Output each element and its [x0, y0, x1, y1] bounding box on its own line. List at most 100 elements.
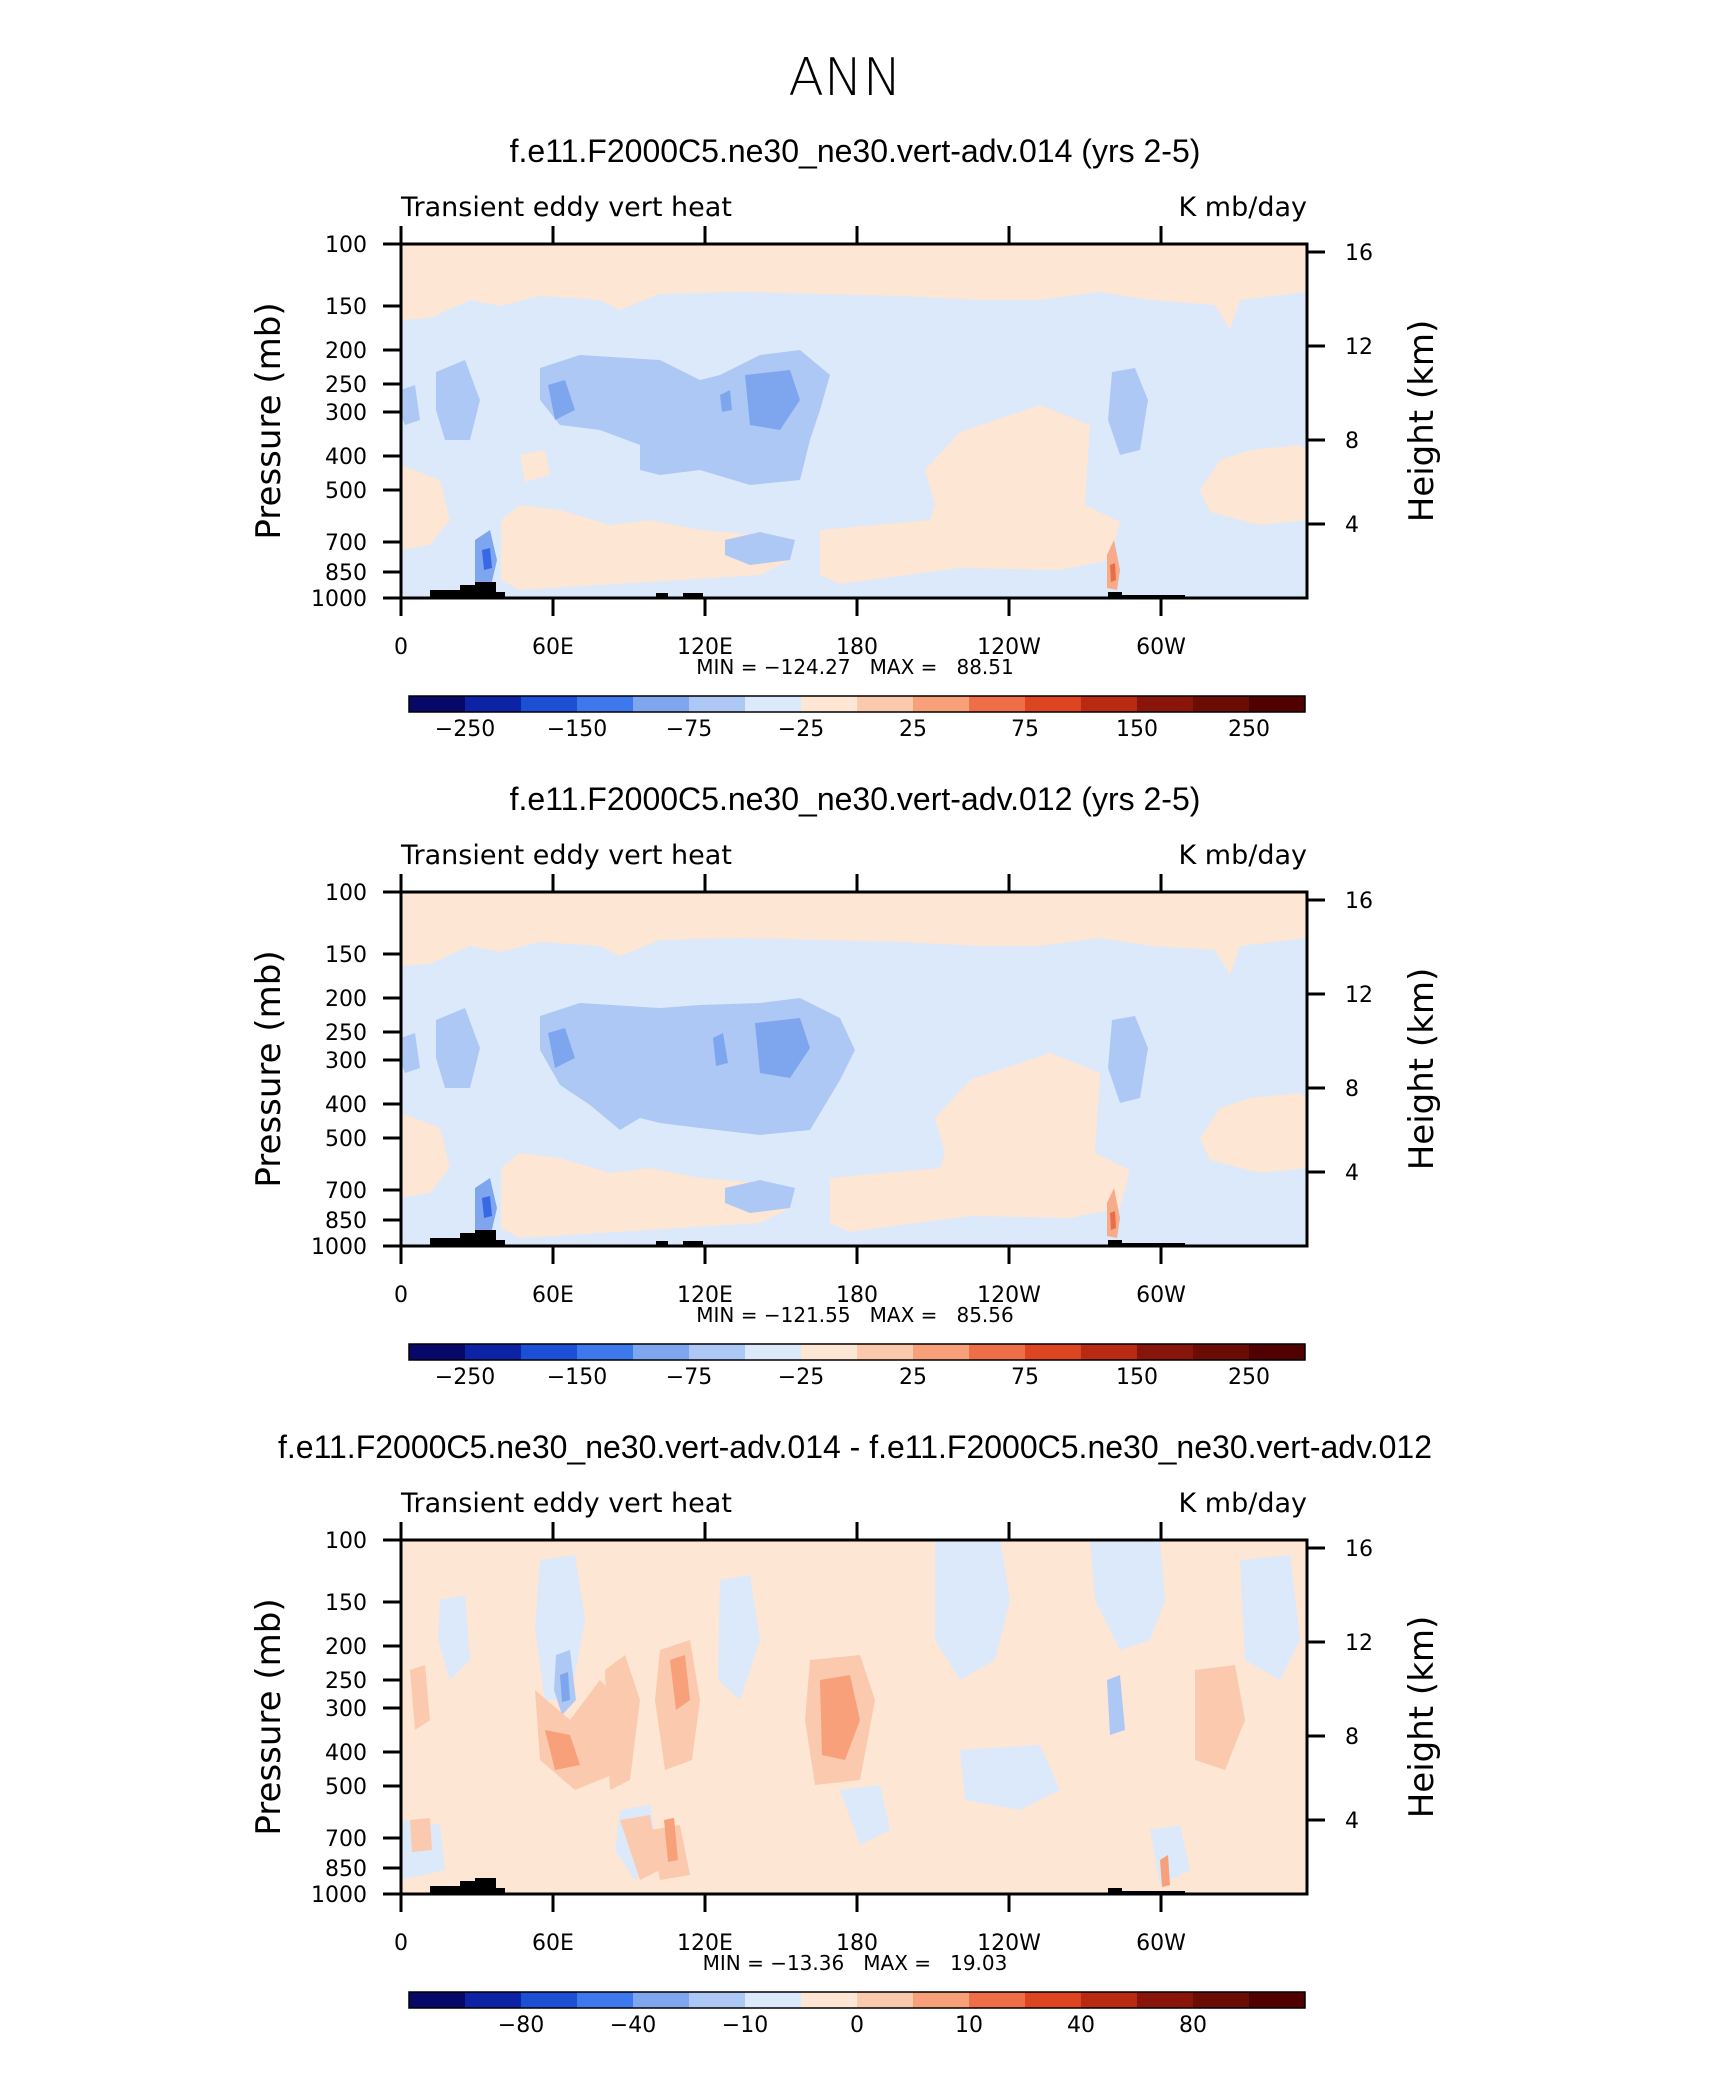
panel-2-colorbar-swatch-8: [857, 1344, 913, 1360]
panel-2-ytick-500: 500: [325, 1127, 367, 1152]
panel-3-warm-patch-6: [410, 1665, 430, 1730]
panel-2-cool-core-2: [755, 1018, 810, 1078]
panel-1-warm-mid-left: [401, 465, 450, 550]
panel-1: f.e11.F2000C5.ne30_ne30.vert-adv.014 (yr…: [249, 133, 1442, 742]
panel-1-colorbar-swatch-15: [1249, 696, 1305, 712]
panel-1-colorbar-swatch-11: [1025, 696, 1081, 712]
panel-1-yrtick-4: 4: [1345, 513, 1359, 538]
panel-3-colorbar-swatch-2: [521, 1992, 577, 2008]
panel-1-right-label: K mb/day: [1179, 192, 1308, 223]
panel-2-warm-lower-west: [501, 1153, 790, 1238]
panel-3-colorbar-outline: [408, 1991, 1306, 2009]
panel-1-y-ticks: [383, 242, 1325, 600]
panel-2-colorbar-swatch-15: [1249, 1344, 1305, 1360]
panel-1-title: f.e11.F2000C5.ne30_ne30.vert-adv.014 (yr…: [510, 133, 1201, 169]
panel-1-yrtick-8: 8: [1345, 429, 1359, 454]
panel-3-title: f.e11.F2000C5.ne30_ne30.vert-adv.014 - f…: [278, 1429, 1432, 1465]
panel-3-topography: [430, 1878, 1185, 1894]
panel-2-cbar-label-4: 25: [899, 1365, 927, 1390]
panel-3-yrtick-8: 8: [1345, 1725, 1359, 1750]
panel-3-yrtick-12: 12: [1345, 1631, 1373, 1656]
panel-1-cbar-label-1: −150: [547, 717, 607, 742]
panel-3-frame: [399, 1538, 1309, 1896]
panel-1-colorbar-swatch-1: [465, 696, 521, 712]
panel-3-xtick-5: 60W: [1136, 1931, 1186, 1956]
panel-2-xtick-0: 0: [394, 1283, 408, 1308]
panel-3-cbar-label-1: −40: [610, 2013, 656, 2038]
panel-1-colorbar-swatch-10: [969, 696, 1025, 712]
panel-3-cool-patch-3: [535, 1555, 585, 1700]
panel-2-colorbar-swatch-1: [465, 1344, 521, 1360]
panel-2-colorbar-swatch-13: [1137, 1344, 1193, 1360]
panel-2-colorbar-outline: [408, 1343, 1306, 1361]
panel-3-warm-core-4: [670, 1655, 690, 1710]
panel-2-x-ticks: [399, 874, 1163, 1264]
panel-1-ytick-250: 250: [325, 373, 367, 398]
panel-1-field: [401, 244, 1307, 598]
panel-2-cbar-label-7: 250: [1228, 1365, 1270, 1390]
panel-2-colorbar-swatch-11: [1025, 1344, 1081, 1360]
panel-2-cool-lobe-60w: [1108, 1016, 1148, 1103]
panel-1-ytick-200: 200: [325, 339, 367, 364]
panel-3-colorbar-swatch-5: [689, 1992, 745, 2008]
panel-2-colorbar-swatch-2: [521, 1344, 577, 1360]
panel-3-xtick-4: 120W: [977, 1931, 1041, 1956]
panel-1-ylabel-right: Height (km): [1402, 320, 1442, 523]
panel-3-warm-core-3: [664, 1818, 678, 1862]
panel-2-cool-lobe-left: [436, 1008, 480, 1088]
panel-2-cool-tower-core: [482, 1196, 492, 1218]
panel-1-left-label: Transient eddy vert heat: [400, 192, 732, 223]
panel-2-colorbar-swatch-7: [801, 1344, 857, 1360]
panel-1-ytick-100: 100: [325, 233, 367, 258]
panel-3-ytick-850: 850: [325, 1857, 367, 1882]
panel-3-ylabel-right: Height (km): [1402, 1616, 1442, 1819]
panel-1-xtick-4: 120W: [977, 635, 1041, 660]
panel-2-yrtick-12: 12: [1345, 983, 1373, 1008]
panel-2-cbar-label-5: 75: [1011, 1365, 1039, 1390]
panel-1-warm-lower-west: [501, 505, 790, 590]
panel-2-colorbar-swatch-14: [1193, 1344, 1249, 1360]
panel-2-colorbar-swatch-3: [577, 1344, 633, 1360]
panel-1-ytick-150: 150: [325, 295, 367, 320]
panel-2-cool-core-1: [548, 1028, 575, 1068]
panel-1-ytick-700: 700: [325, 531, 367, 556]
panel-2-cool-lobe-west-edge: [401, 1033, 420, 1073]
panel-2-colorbar-swatch-4: [633, 1344, 689, 1360]
panel-1-cool-core-3: [720, 390, 732, 412]
panel-3-warm-patch-2: [605, 1655, 640, 1790]
panel-1-cbar-label-2: −75: [666, 717, 712, 742]
panel-3-cbar-label-2: −10: [722, 2013, 768, 2038]
panel-2-yrtick-16: 16: [1345, 889, 1373, 914]
panel-3-yrtick-4: 4: [1345, 1809, 1359, 1834]
panel-3-warm-patch-9: [410, 1818, 432, 1852]
panel-2-colorbar-swatch-6: [745, 1344, 801, 1360]
panel-1-yrtick-12: 12: [1345, 335, 1373, 360]
panel-3-warm-patch-7: [620, 1815, 660, 1880]
panel-1-colorbar-outline: [408, 695, 1306, 713]
panel-2-colorbar-swatch-5: [689, 1344, 745, 1360]
panel-3-colorbar-swatch-7: [801, 1992, 857, 2008]
panel-3-ytick-1000: 1000: [311, 1883, 367, 1908]
panel-1-cool-lobe-60w: [1108, 368, 1148, 455]
panel-2-ytick-1000: 1000: [311, 1235, 367, 1260]
panel-2-ytick-150: 150: [325, 943, 367, 968]
panel-3-yrtick-16: 16: [1345, 1537, 1373, 1562]
panel-2-colorbar-swatch-9: [913, 1344, 969, 1360]
panel-3-cool-patch-1: [935, 1540, 1010, 1680]
panel-3-colorbar: [408, 1991, 1306, 2009]
panel-3-min-max: MIN = −13.36 MAX = 19.03: [703, 1951, 1008, 1975]
panel-2-cbar-label-6: 150: [1116, 1365, 1158, 1390]
panel-2-cbar-label-2: −75: [666, 1365, 712, 1390]
panel-2-ytick-700: 700: [325, 1179, 367, 1204]
panel-3-ytick-150: 150: [325, 1591, 367, 1616]
panel-3-cool-patch-6: [438, 1595, 470, 1680]
panel-1-ytick-1000: 1000: [311, 587, 367, 612]
panel-3-ytick-700: 700: [325, 1827, 367, 1852]
panel-2-cbar-label-3: −25: [778, 1365, 824, 1390]
panel-1-warm-lower-east: [1200, 445, 1307, 525]
panel-3-cool-patch-7: [960, 1745, 1060, 1810]
panel-2-ytick-250: 250: [325, 1021, 367, 1046]
panel-1-cbar-label-7: 250: [1228, 717, 1270, 742]
panel-2-yrtick-8: 8: [1345, 1077, 1359, 1102]
